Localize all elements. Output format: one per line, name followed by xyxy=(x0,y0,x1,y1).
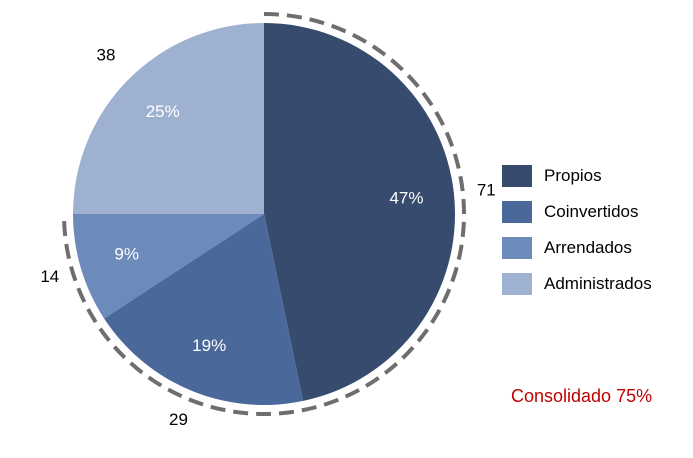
percent-labels: 47% 19% 9% 25% xyxy=(114,102,423,355)
legend-item-arrendados: Arrendados xyxy=(502,230,652,266)
legend-swatch xyxy=(502,201,532,223)
pie-slice-coinvertidos xyxy=(104,214,304,405)
legend-swatch xyxy=(502,165,532,187)
legend-label: Arrendados xyxy=(544,238,632,257)
percent-label-propios: 47% xyxy=(389,189,423,208)
value-labels: 71 29 14 38 xyxy=(40,45,495,428)
legend: Propios Coinvertidos Arrendados Administ… xyxy=(502,158,652,302)
percent-label-administrados: 25% xyxy=(146,102,180,121)
legend-item-administrados: Administrados xyxy=(502,266,652,302)
value-label-coinvertidos: 29 xyxy=(169,410,188,429)
legend-swatch xyxy=(502,237,532,259)
legend-label: Propios xyxy=(544,166,602,185)
legend-label: Coinvertidos xyxy=(544,202,639,221)
legend-swatch xyxy=(502,273,532,295)
value-label-administrados: 38 xyxy=(97,45,116,64)
percent-label-coinvertidos: 19% xyxy=(192,336,226,355)
consolidated-note: Consolidado 75% xyxy=(511,386,653,406)
pie-slice-propios xyxy=(264,23,455,401)
pie-slices xyxy=(73,23,455,405)
legend-item-coinvertidos: Coinvertidos xyxy=(502,194,652,230)
pie-slice-administrados xyxy=(73,23,264,214)
pie-slice-arrendados xyxy=(73,214,264,319)
consolidated-dashed-arc xyxy=(62,12,466,416)
value-label-propios: 71 xyxy=(477,180,496,199)
percent-label-arrendados: 9% xyxy=(114,244,139,263)
legend-label: Administrados xyxy=(544,274,652,293)
legend-item-propios: Propios xyxy=(502,158,652,194)
value-label-arrendados: 14 xyxy=(40,267,59,286)
